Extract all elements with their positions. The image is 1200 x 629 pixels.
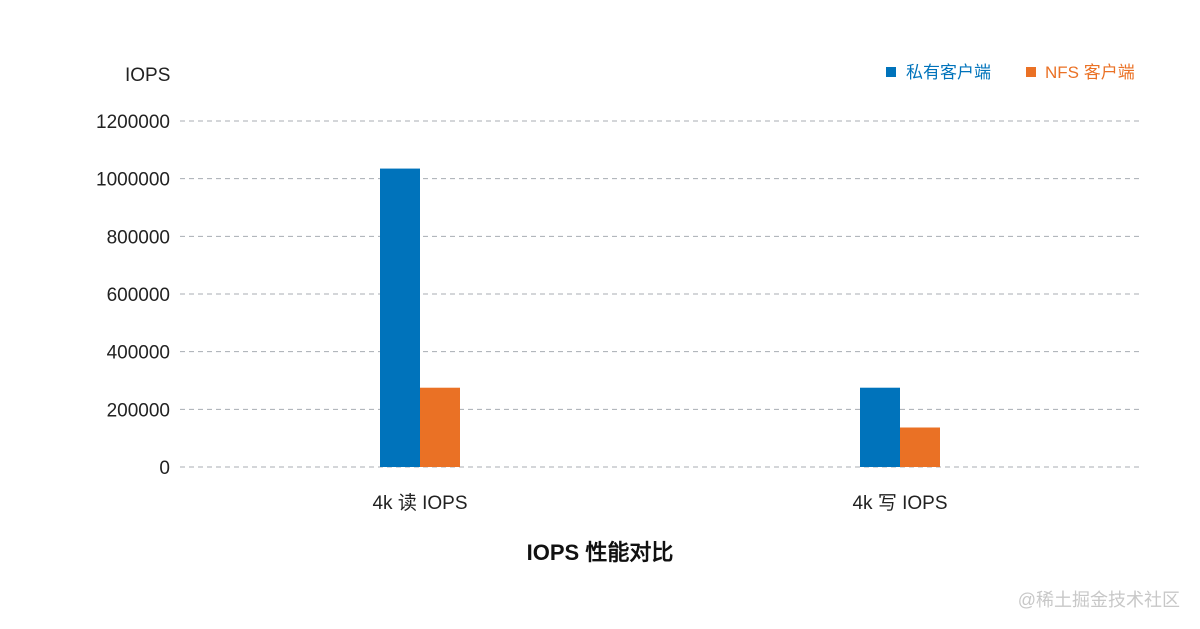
legend-swatch-nfs-client bbox=[1026, 67, 1036, 77]
y-axis-label: IOPS bbox=[125, 65, 170, 86]
bar-private-client-1 bbox=[860, 387, 900, 467]
y-tick-label: 800000 bbox=[107, 227, 170, 248]
bar-private-client-0 bbox=[380, 168, 420, 467]
legend-swatch-private-client bbox=[886, 67, 896, 77]
bars bbox=[380, 168, 940, 467]
y-tick-label: 0 bbox=[159, 458, 170, 479]
legend-label-private-client: 私有客户端 bbox=[906, 63, 991, 82]
y-tick-label: 1200000 bbox=[96, 112, 170, 133]
y-tick-label: 200000 bbox=[107, 400, 170, 421]
watermark: @稀土掘金技术社区 bbox=[1018, 590, 1180, 610]
y-tick-label: 400000 bbox=[107, 343, 170, 364]
y-axis-ticks: 0 200000 400000 600000 800000 1000000 1200000 bbox=[96, 112, 170, 479]
x-category-label: 4k 写 IOPS bbox=[852, 493, 947, 514]
legend: 私有客户端 NFS 客户端 bbox=[886, 63, 1135, 82]
x-category-label: 4k 读 IOPS bbox=[372, 492, 467, 514]
y-tick-label: 1000000 bbox=[96, 170, 170, 191]
grid-lines bbox=[180, 120, 1140, 468]
bar-nfs-client-0 bbox=[420, 387, 460, 467]
legend-label-nfs-client: NFS 客户端 bbox=[1045, 63, 1135, 82]
bar-nfs-client-1 bbox=[900, 427, 940, 467]
chart-title: IOPS 性能对比 bbox=[527, 540, 674, 565]
x-axis-categories: 4k 读 IOPS 4k 写 IOPS bbox=[372, 492, 947, 514]
y-tick-label: 600000 bbox=[107, 285, 170, 306]
